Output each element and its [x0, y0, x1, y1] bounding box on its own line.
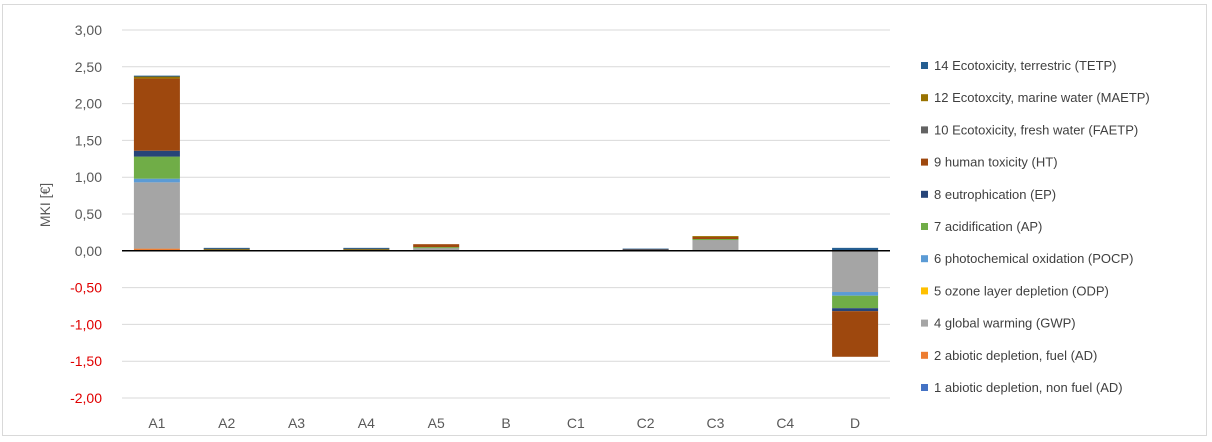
legend-swatch — [921, 255, 928, 263]
bar-segment — [203, 248, 250, 250]
bar-segment — [133, 76, 180, 79]
legend-swatch — [921, 351, 928, 359]
legend-label: 7 acidification (AP) — [934, 219, 1042, 234]
bar-segment — [203, 249, 250, 251]
bar-segment — [832, 292, 879, 296]
legend-swatch — [921, 319, 928, 327]
x-tick-label: A4 — [358, 415, 375, 431]
legend-label: 1 abiotic depletion, non fuel (AD) — [934, 380, 1123, 395]
legend-label: 10 Ecotoxicity, fresh water (FAETP) — [934, 122, 1138, 137]
x-tick-label: C3 — [707, 415, 725, 431]
bar-segment — [413, 247, 460, 251]
x-tick-label: C1 — [567, 415, 585, 431]
bar-segment — [832, 308, 879, 312]
bar-segment — [343, 247, 390, 249]
y-tick-label: 1,50 — [75, 132, 102, 148]
bar-segment — [133, 156, 180, 179]
x-axis-ticks: A1 A2 A3 A4 A5 B C1 C2 C3 C4 D — [148, 415, 860, 431]
bar-segment — [832, 311, 879, 357]
y-tick-label: -1,00 — [70, 316, 102, 332]
x-tick-label: A5 — [428, 415, 445, 431]
bar-segment — [133, 75, 180, 77]
legend-swatch — [921, 287, 928, 295]
bar-segment — [343, 248, 390, 250]
y-tick-label: 0,00 — [75, 243, 102, 259]
legend-label: 12 Ecotoxcity, marine water (MAETP) — [934, 90, 1150, 105]
x-tick-label: A3 — [288, 415, 305, 431]
bar-segment — [413, 247, 460, 249]
bar-segment — [692, 236, 739, 238]
bar-segment — [343, 249, 390, 251]
legend-label: 8 eutrophication (EP) — [934, 187, 1056, 202]
x-tick-label: D — [850, 415, 860, 431]
y-axis-label: MKI [€] — [37, 183, 53, 227]
legend-label: 2 abiotic depletion, fuel (AD) — [934, 348, 1097, 363]
legend-swatch — [921, 190, 928, 198]
legend-label: 6 photochemical oxidation (POCP) — [934, 251, 1133, 266]
bar-segment — [133, 248, 180, 251]
legend-swatch — [921, 384, 928, 391]
y-tick-label: -2,00 — [70, 390, 102, 406]
bar-segment — [622, 248, 669, 250]
x-tick-label: C4 — [776, 415, 794, 431]
y-tick-label: 2,50 — [75, 59, 102, 75]
bar-segment — [692, 239, 739, 251]
bars — [133, 75, 879, 357]
bar-segment — [692, 239, 739, 241]
legend-label: 4 global warming (GWP) — [934, 316, 1076, 331]
bar-segment — [622, 249, 669, 251]
legend-swatch — [921, 62, 928, 69]
x-tick-label: A1 — [148, 415, 165, 431]
bar-segment — [133, 178, 180, 183]
y-tick-label: 2,00 — [75, 96, 102, 112]
legend-swatch — [921, 94, 928, 102]
legend-swatch — [921, 126, 928, 134]
bar-segment — [133, 78, 180, 151]
legend-label: 14 Ecotoxicity, terrestric (TETP) — [934, 58, 1117, 73]
bar-segment — [832, 295, 879, 309]
bar-segment — [413, 244, 460, 248]
bar-segment — [832, 247, 879, 251]
bar-segment — [203, 247, 250, 249]
y-tick-label: 0,50 — [75, 206, 102, 222]
bar-segment — [133, 150, 180, 157]
y-tick-label: 3,00 — [75, 22, 102, 38]
legend: 14 Ecotoxicity, terrestric (TETP) 12 Ecot… — [921, 58, 1150, 395]
y-tick-label: -1,50 — [70, 353, 102, 369]
y-tick-label: 1,00 — [75, 169, 102, 185]
legend-label: 9 human toxicity (HT) — [934, 155, 1058, 170]
x-tick-label: B — [501, 415, 510, 431]
legend-label: 5 ozone layer depletion (ODP) — [934, 283, 1109, 298]
legend-swatch — [921, 223, 928, 230]
legend-swatch — [921, 158, 928, 166]
y-tick-label: -0,50 — [70, 280, 102, 296]
y-axis-ticks: 3,00 2,50 2,00 1,50 1,00 0,50 0,00 -0,50 -1,00 -1… — [70, 22, 102, 406]
chart-frame — [2, 4, 1207, 436]
x-tick-label: C2 — [637, 415, 655, 431]
bar-segment — [692, 236, 739, 240]
bar-segment — [133, 182, 180, 249]
gridlines — [122, 29, 890, 399]
bar-segment — [832, 251, 879, 293]
x-tick-label: A2 — [218, 415, 235, 431]
